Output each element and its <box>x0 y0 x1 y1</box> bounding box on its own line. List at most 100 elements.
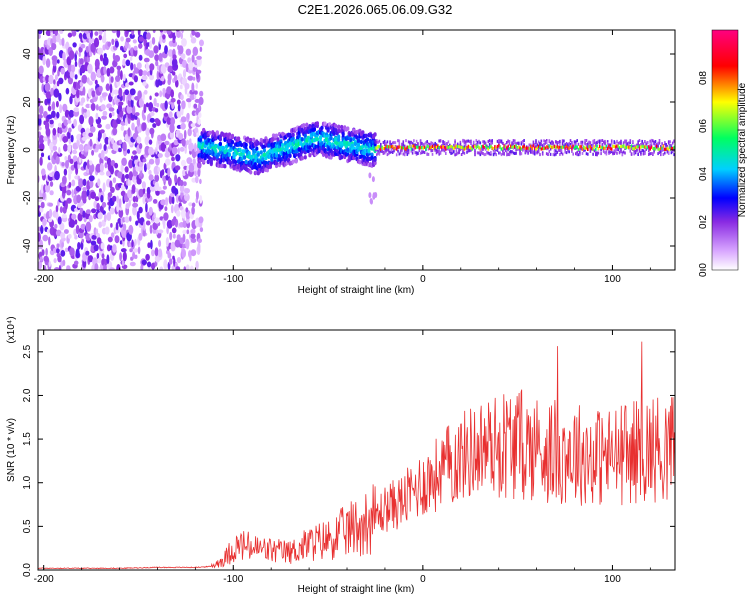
heatmap-cell <box>113 89 119 95</box>
heatmap-cell <box>215 130 219 136</box>
heatmap-cell <box>423 145 426 149</box>
heatmap-cell <box>99 162 104 173</box>
heatmap-cell <box>259 150 263 155</box>
heatmap-cell <box>60 250 66 257</box>
heatmap-cell <box>364 133 368 138</box>
heatmap-cell <box>116 65 122 71</box>
heatmap-cell <box>145 61 149 72</box>
heatmap-cell <box>106 212 112 222</box>
heatmap-cell <box>42 218 47 226</box>
heatmap-cell <box>199 138 203 143</box>
heatmap-cell <box>105 123 111 130</box>
heatmap-cell <box>456 145 459 149</box>
heatmap-cell <box>88 255 94 263</box>
heatmap-cell <box>621 153 624 157</box>
heatmap-cell <box>478 151 480 155</box>
heatmap-cell <box>66 197 72 204</box>
heatmap-cell <box>91 234 97 240</box>
heatmap-cell <box>45 58 51 68</box>
heatmap-cell <box>145 102 149 108</box>
heatmap-cell <box>163 30 167 34</box>
heatmap-cell <box>154 247 159 257</box>
heatmap-cell <box>458 148 460 151</box>
heatmap-cell <box>559 145 561 149</box>
heatmap-cell <box>192 46 199 56</box>
heatmap-cell <box>666 150 669 154</box>
heatmap-cell <box>414 146 417 150</box>
heatmap-cell <box>429 146 431 150</box>
heatmap-cell <box>442 140 444 144</box>
heatmap-cell <box>462 149 464 153</box>
heatmap-cell <box>99 143 102 150</box>
heatmap-cell <box>634 146 637 150</box>
heatmap-cell <box>544 140 547 144</box>
heatmap-cell <box>110 76 114 83</box>
heatmap-cell <box>656 144 658 148</box>
heatmap-cell <box>90 103 96 111</box>
heatmap-cell <box>73 107 79 113</box>
heatmap-cell <box>454 153 456 157</box>
heatmap-cell <box>608 151 610 155</box>
heatmap-cell <box>125 82 130 88</box>
heatmap-cell <box>52 228 58 238</box>
heatmap-cell <box>525 146 528 150</box>
heatmap-cell <box>395 153 398 157</box>
heatmap-cell <box>172 233 176 239</box>
heatmap-cell <box>553 144 556 149</box>
heatmap-cell <box>491 146 493 150</box>
heatmap-cell <box>145 127 150 137</box>
heatmap-cell <box>175 194 180 203</box>
heatmap-cell <box>482 140 484 144</box>
heatmap-cell <box>671 149 674 153</box>
x-tick-label: -100 <box>223 574 243 585</box>
heatmap-cell <box>399 151 402 155</box>
heatmap-cell <box>88 37 95 44</box>
heatmap-cell <box>337 134 341 139</box>
heatmap-cell <box>53 267 60 270</box>
heatmap-cell <box>185 207 189 213</box>
spectrogram-x-ticks: -200 -100 0 100 <box>34 30 651 285</box>
heatmap-cell <box>585 139 588 142</box>
heatmap-cell <box>612 151 614 155</box>
heatmap-cell <box>107 192 113 198</box>
heatmap-cell <box>531 144 533 148</box>
heatmap-cell <box>89 126 96 133</box>
heatmap-cell <box>94 58 100 69</box>
heatmap-cell <box>455 149 458 153</box>
heatmap-cell <box>540 147 543 151</box>
heatmap-cell <box>642 152 645 156</box>
heatmap-cell <box>450 147 452 150</box>
heatmap-cell <box>671 141 674 145</box>
heatmap-cell <box>151 37 156 45</box>
heatmap-cell <box>117 171 123 179</box>
heatmap-cell <box>377 150 379 154</box>
heatmap-cell <box>166 226 169 235</box>
heatmap-cell <box>181 138 186 147</box>
heatmap-cell <box>551 140 553 144</box>
heatmap-cell <box>438 146 440 150</box>
heatmap-cell <box>484 147 487 151</box>
heatmap-cell <box>535 145 537 149</box>
heatmap-cell <box>38 65 44 75</box>
heatmap-cell <box>431 152 434 156</box>
heatmap-cell <box>160 133 167 142</box>
heatmap-cell <box>533 146 536 150</box>
heatmap-cell <box>63 143 68 152</box>
heatmap-cell <box>581 140 584 144</box>
heatmap-cell <box>451 151 454 155</box>
heatmap-cell <box>571 149 573 153</box>
heatmap-cell <box>600 152 602 156</box>
heatmap-cell <box>49 190 54 196</box>
heatmap-cell <box>591 144 593 147</box>
heatmap-cell <box>634 144 637 148</box>
y-tick-label: 0.5 <box>22 519 33 533</box>
x-tick-label: -200 <box>34 574 54 585</box>
heatmap-cell <box>95 144 101 150</box>
heatmap-cell <box>499 140 501 144</box>
heatmap-cell <box>522 145 524 149</box>
heatmap-cell <box>127 93 133 101</box>
heatmap-cell <box>58 30 64 34</box>
heatmap-cell <box>468 149 471 153</box>
heatmap-cell <box>299 152 303 158</box>
heatmap-cell <box>487 140 490 143</box>
